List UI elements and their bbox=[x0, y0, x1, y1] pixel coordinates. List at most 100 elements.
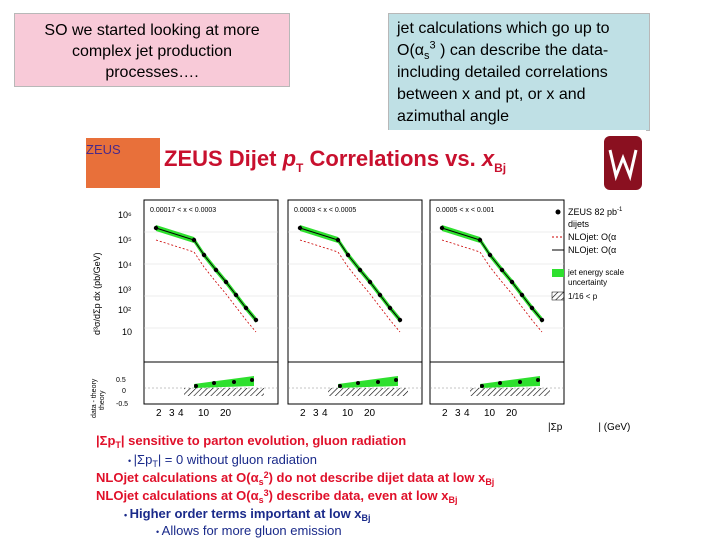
ratio-point bbox=[536, 378, 540, 382]
svg-text:20: 20 bbox=[220, 408, 232, 419]
legend-hatch bbox=[551, 291, 565, 301]
y-tick: 10³ bbox=[118, 285, 131, 295]
svg-text:20: 20 bbox=[364, 408, 376, 419]
left-line-1: SO we started looking at more bbox=[44, 22, 260, 39]
x-tick-labels: 2 3 4 10 20 2 3 4 10 20 2 3 4 10 20 bbox=[156, 408, 518, 419]
x-axis-label: |Σp | (GeV) bbox=[548, 422, 630, 433]
ratio-point bbox=[518, 380, 522, 384]
nlo2-curve bbox=[299, 239, 401, 333]
ratio-point bbox=[250, 378, 254, 382]
data-point bbox=[477, 237, 483, 243]
bullet-1: |ΣpT| sensitive to parton evolution, glu… bbox=[96, 433, 406, 450]
data-point bbox=[377, 292, 383, 298]
data-point bbox=[357, 267, 363, 273]
nlo3-curve bbox=[155, 227, 257, 321]
ratio-point bbox=[376, 380, 380, 384]
bullet-2: • |ΣpT| = 0 without gluon radiation bbox=[128, 452, 317, 469]
svg-text:3: 3 bbox=[313, 408, 319, 419]
svg-text:4: 4 bbox=[322, 408, 328, 419]
ratio-point bbox=[338, 384, 342, 388]
svg-text:10: 10 bbox=[342, 408, 354, 419]
wisconsin-logo bbox=[604, 136, 642, 190]
panel-label: 0.0003 < x < 0.0005 bbox=[294, 207, 356, 214]
data-point bbox=[397, 317, 403, 323]
right-line-4: between x and pt, or x and bbox=[397, 86, 586, 103]
ratio-point bbox=[212, 381, 216, 385]
bullet-5: • Higher order terms important at low xB… bbox=[124, 506, 371, 523]
data-point bbox=[153, 225, 159, 231]
left-line-3: processes…. bbox=[105, 64, 199, 81]
svg-text:2: 2 bbox=[156, 408, 162, 419]
panel-label: 0.00017 < x < 0.0003 bbox=[150, 207, 216, 214]
ratio-point bbox=[232, 380, 236, 384]
bullet-3: NLOjet calculations at O(αs2) do not des… bbox=[96, 470, 494, 487]
data-point bbox=[223, 279, 229, 285]
figure-title: ZEUS Dijet pT Correlations vs. xBj bbox=[164, 146, 506, 175]
svg-text:10: 10 bbox=[198, 408, 210, 419]
wisconsin-w-icon bbox=[608, 149, 638, 182]
hatch-band bbox=[328, 388, 408, 396]
data-point bbox=[529, 305, 535, 311]
data-point bbox=[367, 279, 373, 285]
data-point bbox=[253, 317, 259, 323]
data-point bbox=[201, 252, 207, 258]
ratio-green-band bbox=[480, 376, 540, 388]
nlo3-curve bbox=[299, 227, 401, 321]
zeus-logo-text: ZEUS bbox=[86, 142, 121, 157]
data-point bbox=[297, 225, 303, 231]
nlo2-curve bbox=[155, 239, 257, 333]
svg-text:20: 20 bbox=[506, 408, 518, 419]
left-line-2: complex jet production bbox=[71, 43, 233, 60]
ratio-label-1: data - theory bbox=[91, 378, 98, 418]
hatch-band bbox=[470, 388, 550, 396]
svg-text:10: 10 bbox=[484, 408, 496, 419]
legend-data-sub: dijets bbox=[568, 219, 590, 229]
ratio-point bbox=[194, 384, 198, 388]
right-line-1: jet calculations which go up to bbox=[397, 20, 610, 37]
zeus-figure: ZEUS ZEUS Dijet pT Correlations vs. xBj … bbox=[86, 130, 646, 538]
ratio-point bbox=[356, 381, 360, 385]
data-point bbox=[499, 267, 505, 273]
y-tick: 10² bbox=[118, 305, 131, 315]
ratio-green-band bbox=[338, 376, 398, 388]
data-point bbox=[243, 305, 249, 311]
data-point bbox=[335, 237, 341, 243]
panel-label: 0.0005 < x < 0.001 bbox=[436, 207, 494, 214]
data-point bbox=[539, 317, 545, 323]
y-axis-label: d³σ/dΣp dx (pb/GeV) bbox=[92, 252, 102, 335]
hatch-band bbox=[184, 388, 264, 396]
right-line-3: including detailed correlations bbox=[397, 64, 608, 81]
main-panel bbox=[143, 199, 279, 363]
svg-text:3: 3 bbox=[455, 408, 461, 419]
ratio-green-band bbox=[194, 376, 254, 388]
data-point bbox=[439, 225, 445, 231]
data-point bbox=[387, 305, 393, 311]
data-point bbox=[191, 237, 197, 243]
data-point bbox=[509, 279, 515, 285]
legend-nlo3: NLOjet: O(α bbox=[568, 245, 616, 255]
svg-text:2: 2 bbox=[442, 408, 448, 419]
ratio-point bbox=[498, 381, 502, 385]
right-line-2: O(αs3 ) can describe the data- bbox=[397, 39, 609, 63]
data-point bbox=[213, 267, 219, 273]
data-point bbox=[233, 292, 239, 298]
data-point bbox=[519, 292, 525, 298]
legend-hatch-label: 1/16 < p bbox=[568, 292, 598, 301]
ratio-tick: 0 bbox=[122, 388, 126, 395]
nlo3-curve bbox=[441, 227, 543, 321]
left-text-box: SO we started looking at more complex je… bbox=[14, 13, 290, 87]
ratio-point bbox=[480, 384, 484, 388]
legend-band bbox=[552, 269, 564, 277]
bullet-list: |ΣpT| sensitive to parton evolution, glu… bbox=[96, 433, 494, 538]
y-tick: 10⁶ bbox=[118, 210, 132, 220]
svg-text:4: 4 bbox=[178, 408, 184, 419]
data-point bbox=[345, 252, 351, 258]
legend-nlo2: NLOjet: O(α bbox=[568, 232, 616, 242]
bullet-4: NLOjet calculations at O(αs3) describe d… bbox=[96, 488, 458, 505]
svg-text:3: 3 bbox=[169, 408, 175, 419]
legend-band-1: jet energy scale bbox=[567, 268, 625, 277]
plot-panels: 0.00017 < x < 0.0003 0.0003 < x < 0.0005 0… bbox=[143, 199, 565, 405]
data-point bbox=[487, 252, 493, 258]
nlo2-curve bbox=[441, 239, 543, 333]
zeus-logo bbox=[86, 138, 160, 188]
